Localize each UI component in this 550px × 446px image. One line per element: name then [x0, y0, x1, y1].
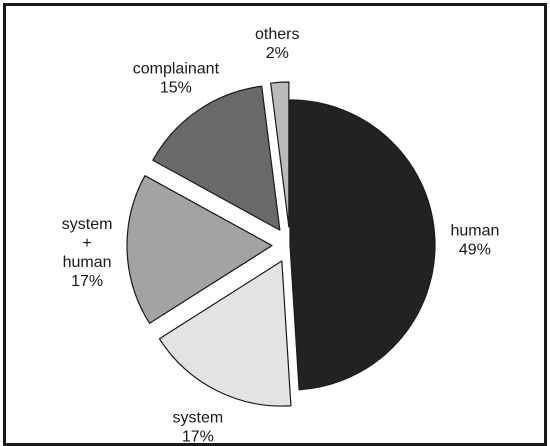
slice-label-complainant: complainant 15% — [133, 61, 220, 97]
pie-slice-complainant — [152, 85, 281, 231]
pie-slice-system — [158, 260, 292, 407]
pie-slice-others — [270, 81, 290, 228]
slice-label-others: others 2% — [255, 26, 299, 62]
slice-label-human: human 49% — [450, 223, 499, 259]
slice-label-system: system 17% — [173, 409, 224, 445]
slice-label-system-human: system + human 17% — [62, 216, 113, 290]
pie-slice-system-human — [126, 175, 273, 324]
pie-slice-human — [289, 99, 436, 391]
